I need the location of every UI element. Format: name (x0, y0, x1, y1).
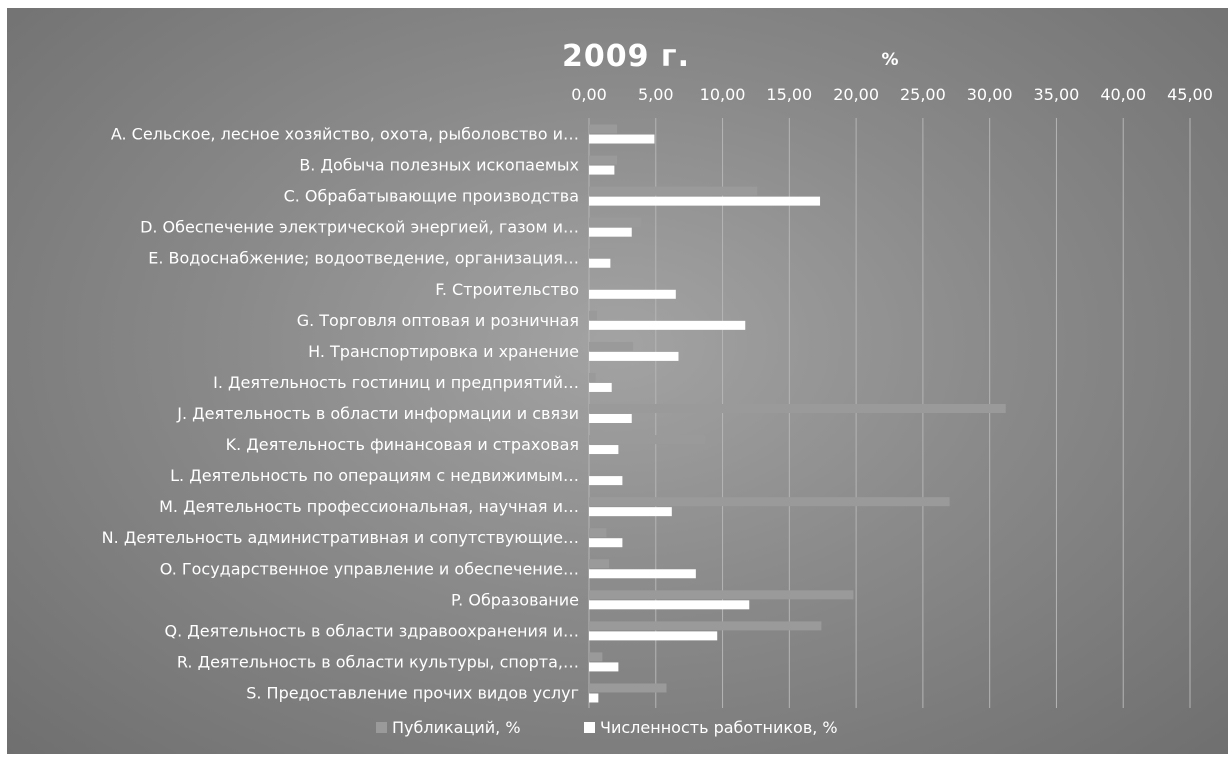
bar-publications (589, 124, 618, 134)
category-label: M. Деятельность профессиональная, научна… (159, 497, 579, 516)
bar-workers (589, 662, 619, 672)
bar-workers (589, 320, 746, 330)
x-tick-label: 20,00 (833, 85, 879, 104)
legend-swatch-workers (584, 722, 595, 733)
category-label: O. Государственное управление и обеспече… (160, 559, 579, 578)
bar-publications (589, 404, 1006, 413)
bar-publications (589, 435, 706, 445)
category-label: P. Образование (451, 590, 579, 609)
category-label: H. Транспортировка и хранение (308, 342, 579, 361)
legend-label-publications: Публикаций, % (392, 718, 521, 737)
bar-publications (589, 559, 610, 569)
x-tick-label: 25,00 (900, 85, 946, 104)
category-label: G. Торговля оптовая и розничная (297, 311, 579, 330)
category-labels: A. Сельское, лесное хозяйство, охота, ры… (102, 125, 579, 703)
x-tick-label: 15,00 (766, 85, 812, 104)
bar-publications (589, 186, 758, 196)
category-label: B. Добыча полезных ископаемых (299, 156, 579, 175)
bar-workers (589, 693, 599, 703)
x-tick-label: 40,00 (1100, 85, 1146, 104)
bar-workers (589, 538, 623, 548)
category-label: E. Водоснабжение; водоотведение, организ… (148, 249, 579, 268)
bar-publications (589, 217, 642, 227)
unit-label: % (881, 50, 898, 70)
chart-title: 2009 г. (562, 39, 690, 74)
bar-chart: 2009 г. % 0,00 5,00 10,00 15,00 20,00 25,00 30… (102, 39, 1213, 737)
category-label: R. Деятельность в области культуры, спор… (177, 652, 579, 671)
x-tick-label: 30,00 (967, 85, 1013, 104)
x-tick-label: 45,00 (1167, 85, 1213, 104)
bar-workers (589, 476, 623, 486)
category-label: C. Обрабатывающие производства (284, 187, 579, 206)
bar-workers (589, 507, 672, 517)
bar-workers (589, 600, 750, 610)
category-label: N. Деятельность административная и сопут… (102, 528, 579, 547)
bar-workers (589, 351, 679, 361)
category-label: L. Деятельность по операциям с недвижимы… (170, 466, 579, 485)
bar-workers (589, 569, 696, 579)
x-tick-label: 5,00 (638, 85, 674, 104)
x-tick-label: 0,00 (571, 85, 607, 104)
category-label: K. Деятельность финансовая и страховая (226, 435, 579, 454)
bar-workers (589, 445, 619, 455)
bar-workers (589, 196, 821, 206)
category-label: S. Предоставление прочих видов услуг (246, 683, 579, 702)
bar-publications (589, 683, 667, 693)
chart-panel: 2009 г. % 0,00 5,00 10,00 15,00 20,00 25,00 30… (7, 8, 1228, 754)
legend: Публикаций, % Численность работников, % (376, 718, 838, 737)
category-label: F. Строительство (435, 280, 579, 299)
category-label: Q. Деятельность в области здравоохранени… (165, 621, 579, 640)
bar-workers (589, 289, 676, 299)
x-tick-label: 10,00 (700, 85, 746, 104)
bar-publications (589, 248, 615, 258)
bar-workers (589, 134, 655, 144)
x-axis-ticks: 0,00 5,00 10,00 15,00 20,00 25,00 30,00 35,00 40… (571, 85, 1213, 104)
bar-publications (589, 528, 607, 538)
bar-workers (589, 382, 612, 392)
legend-label-workers: Численность работников, % (600, 718, 838, 737)
category-label: A. Сельское, лесное хозяйство, охота, ры… (111, 125, 579, 144)
category-label: D. Обеспечение электрической энергией, г… (140, 218, 579, 237)
bar-publications (589, 310, 598, 320)
x-tick-label: 35,00 (1034, 85, 1080, 104)
category-label: J. Деятельность в области информации и с… (176, 404, 579, 423)
bar-publications (589, 155, 618, 165)
bar-publications (589, 652, 603, 662)
bar-workers (589, 631, 718, 641)
bar-publications (589, 497, 950, 507)
bar-publications (589, 621, 822, 631)
bars (589, 124, 1006, 703)
bar-publications (589, 372, 596, 382)
legend-swatch-publications (376, 722, 387, 733)
bar-publications (589, 590, 854, 600)
bar-workers (589, 227, 632, 237)
bar-workers (589, 258, 611, 268)
bar-workers (589, 414, 632, 423)
bar-publications (589, 341, 634, 351)
bar-workers (589, 165, 615, 175)
category-label: I. Деятельность гостиниц и предприятий… (213, 373, 579, 392)
